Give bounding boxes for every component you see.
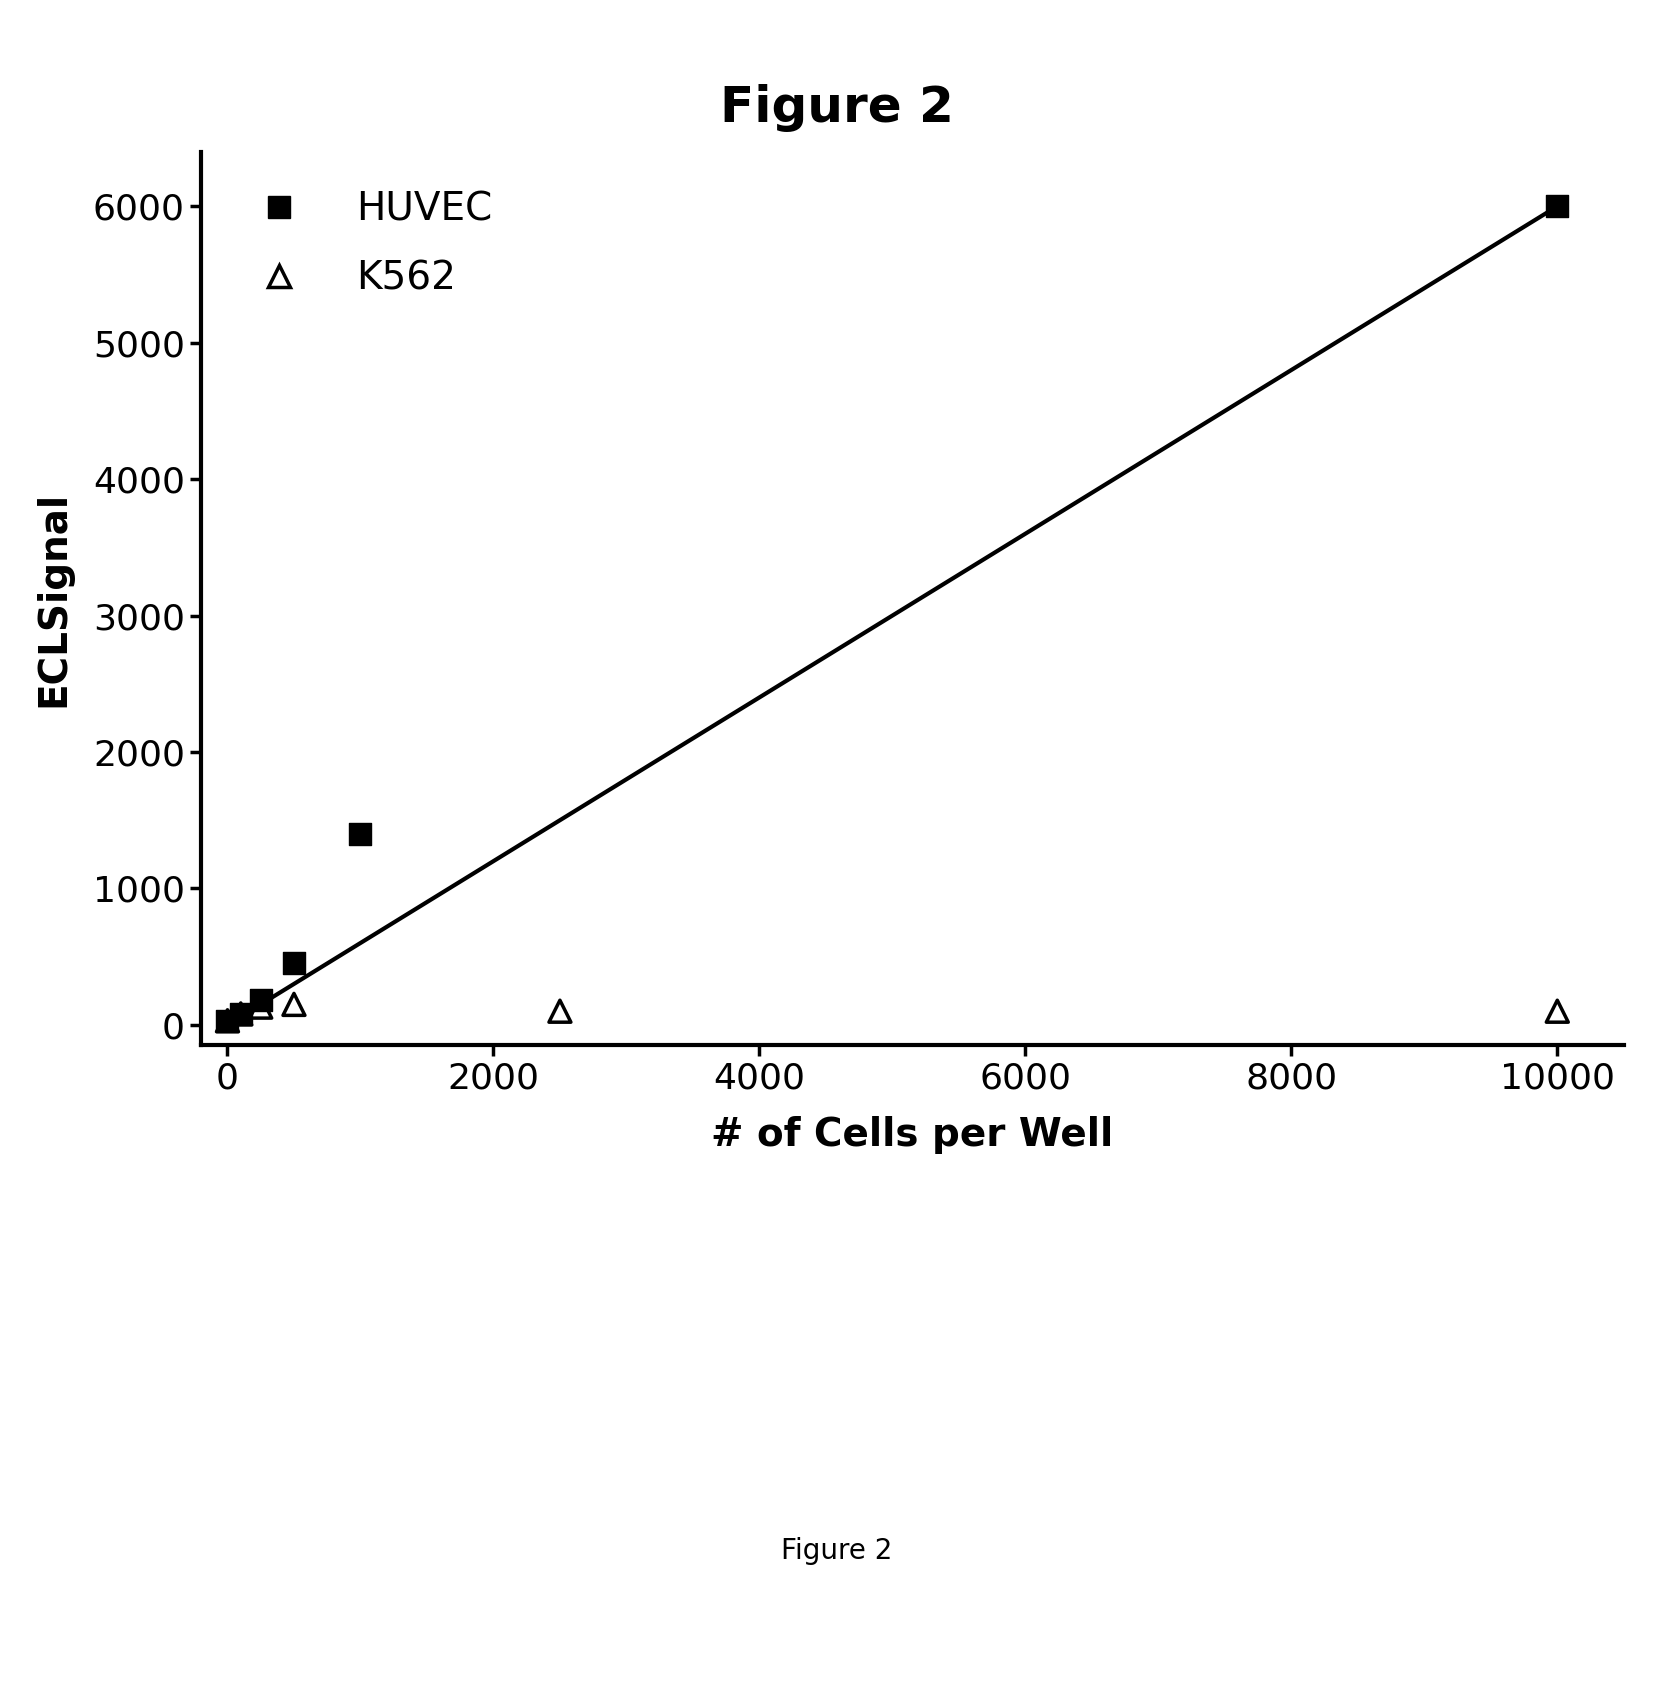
Text: Figure 2: Figure 2 [719,84,954,132]
Point [248,993,274,1020]
Point [248,986,274,1013]
Point [228,1000,254,1027]
Point [281,991,308,1018]
Y-axis label: ECLSignal: ECLSignal [33,491,72,706]
Point [214,1007,241,1034]
Legend: HUVEC, K562: HUVEC, K562 [221,172,512,317]
Point [545,998,572,1025]
Text: Figure 2: Figure 2 [781,1538,892,1565]
Point [214,1007,241,1034]
Point [228,1000,254,1027]
X-axis label: # of Cells per Well: # of Cells per Well [711,1116,1113,1155]
Point [281,949,308,976]
Point [346,821,373,848]
Point [1543,192,1569,219]
Point [1543,998,1569,1025]
